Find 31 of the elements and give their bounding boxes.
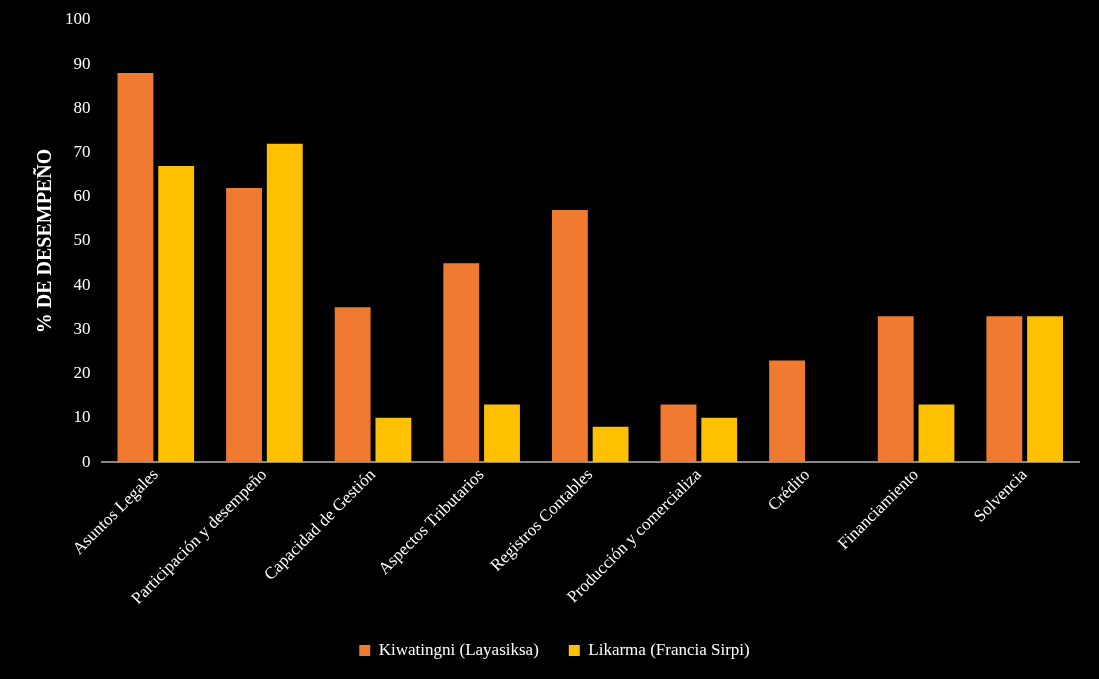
bar [117, 73, 154, 463]
y-axis-title: % DE DESEMPEÑO [33, 148, 56, 334]
y-tick-label: 50 [73, 230, 91, 250]
bar [1027, 316, 1063, 463]
bar [660, 404, 697, 463]
y-tick-label: 0 [82, 451, 91, 471]
bar [877, 316, 914, 463]
bar [592, 426, 629, 463]
y-tick-label: 70 [73, 142, 91, 162]
bar [226, 187, 262, 463]
legend-label: Kiwatingni (Layasiksa) [378, 639, 539, 659]
legend-label: Likarma (Francia Sirpi) [588, 639, 750, 659]
bar [769, 360, 806, 463]
y-tick-label: 80 [73, 97, 91, 117]
bar [986, 316, 1023, 463]
y-tick-label: 90 [73, 53, 91, 73]
y-tick-label: 60 [73, 186, 91, 206]
bar [701, 417, 738, 463]
bar [266, 143, 303, 463]
bar [918, 404, 955, 463]
y-tick-label: 40 [73, 274, 91, 294]
y-tick-label: 100 [65, 9, 91, 29]
y-tick-label: 20 [73, 363, 91, 383]
bar [375, 417, 412, 463]
bar [551, 210, 588, 463]
y-tick-label: 30 [73, 318, 91, 338]
bar [443, 263, 480, 463]
y-tick-label: 10 [73, 407, 91, 427]
bar [334, 307, 371, 463]
bar [484, 404, 520, 463]
bar [158, 165, 195, 463]
